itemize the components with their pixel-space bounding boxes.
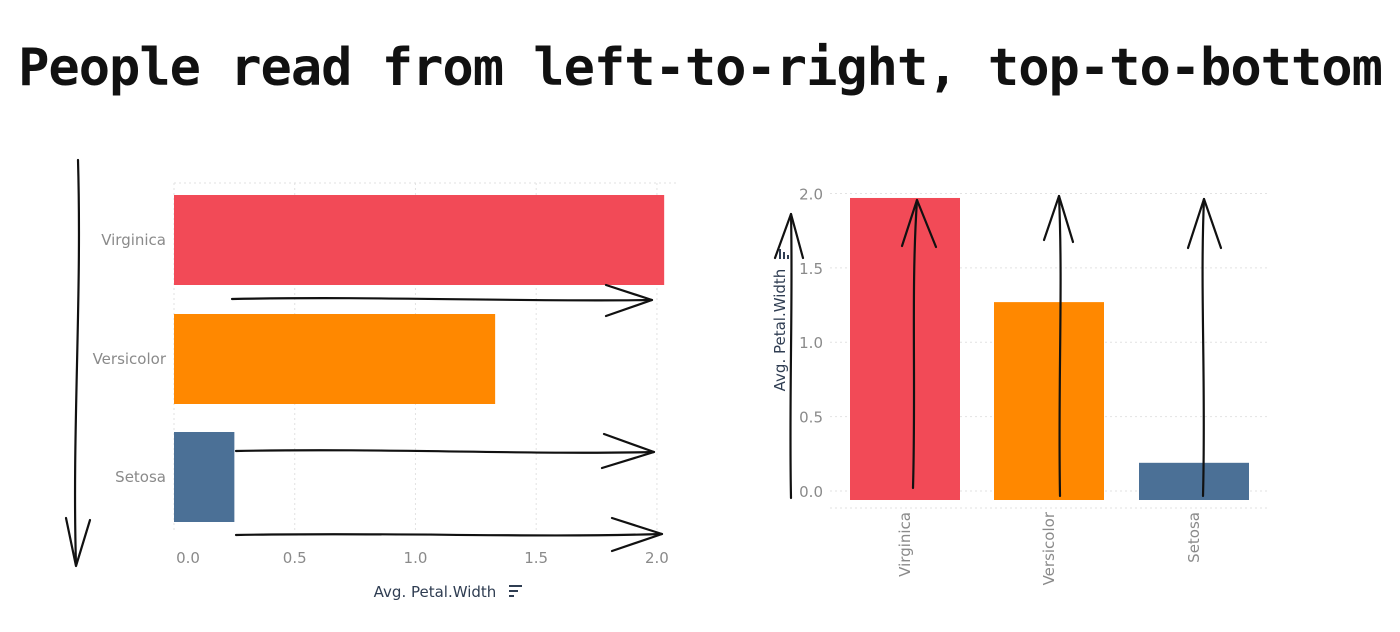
y-tick-label: 0.5 (799, 409, 823, 427)
arrow-up-virginica-head (900, 198, 938, 249)
bar-virginica[interactable] (850, 197, 960, 500)
arrow-right-head-1 (604, 283, 654, 318)
x-category-label: Virginica (896, 512, 914, 577)
arrow-down-reading (73, 158, 81, 567)
y-category-label: Virginica (101, 231, 166, 249)
arrow-right-bottom (234, 532, 664, 537)
arrow-up-virginica (911, 198, 919, 490)
bar-setosa[interactable] (174, 432, 235, 522)
y-category-label: Versicolor (93, 350, 167, 368)
x-tick-label: 2.0 (645, 549, 669, 567)
arrow-up-axis-head (773, 212, 805, 260)
y-tick-label: 1.0 (799, 334, 823, 352)
hand-drawn-arrows (64, 158, 1223, 568)
labels-layer: 0.0 0.5 1.0 1.5 2.0 Virginica Versicolor Setosa… (93, 185, 1203, 601)
arrow-right-head-2 (600, 432, 656, 470)
y-tick-label: 0.0 (799, 483, 823, 501)
arrow-up-versicolor (1057, 194, 1062, 498)
arrow-down-head (64, 516, 92, 568)
y-tick-label: 1.5 (799, 260, 823, 278)
arrow-up-setosa-head (1186, 197, 1223, 250)
bars-layer (174, 195, 1249, 522)
x-axis-label: Avg. Petal.Width (374, 583, 497, 601)
x-tick-label: 1.0 (404, 549, 428, 567)
bar-virginica[interactable] (174, 195, 665, 285)
arrow-right-virginica (230, 297, 654, 302)
y-axis-label: Avg. Petal.Width (771, 269, 789, 392)
arrow-right-setosa (234, 449, 656, 454)
y-category-label: Setosa (115, 468, 166, 486)
arrow-up-axis (789, 212, 793, 500)
bar-versicolor[interactable] (174, 314, 496, 404)
sort-icon[interactable] (779, 249, 789, 259)
arrow-up-versicolor-head (1042, 194, 1075, 244)
bar-setosa[interactable] (1139, 462, 1249, 500)
main-title: People read from left-to-right, top-to-b… (18, 38, 1383, 98)
arrow-up-setosa (1201, 197, 1206, 498)
y-tick-label: 2.0 (799, 185, 823, 203)
arrow-right-head-3 (610, 516, 664, 553)
sort-icon[interactable] (509, 585, 522, 597)
x-tick-label: 0.0 (176, 549, 200, 567)
x-tick-label: 0.5 (283, 549, 307, 567)
x-tick-label: 1.5 (524, 549, 548, 567)
bar-versicolor[interactable] (994, 302, 1104, 500)
x-category-label: Setosa (1185, 512, 1203, 563)
x-category-label: Versicolor (1040, 511, 1058, 585)
